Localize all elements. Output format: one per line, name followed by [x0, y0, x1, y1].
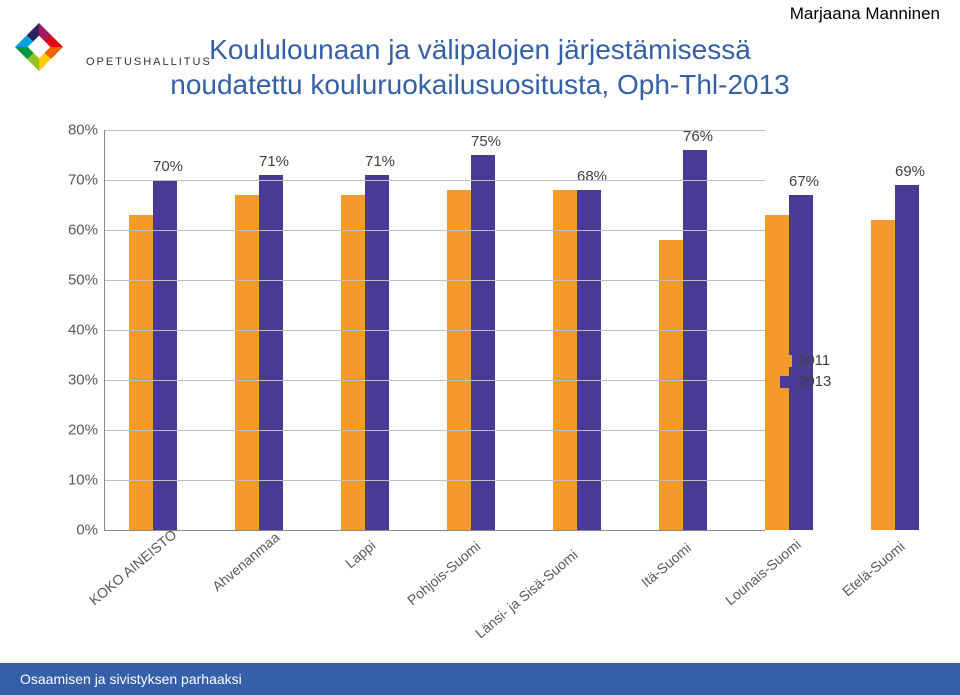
bar: 71% — [365, 175, 389, 530]
x-tick-label: Lounais-Suomi — [722, 536, 804, 608]
x-tick-label: Ahvenanmaa — [209, 529, 282, 594]
x-tick-label: Etelä-Suomi — [839, 538, 908, 599]
bar — [553, 190, 577, 530]
x-tick-label: KOKO AINEISTO — [86, 526, 180, 608]
footer-bar: Osaamisen ja sivistyksen parhaaksi — [0, 663, 960, 695]
legend-swatch — [780, 355, 792, 367]
footer-text: Osaamisen ja sivistyksen parhaaksi — [20, 671, 242, 687]
legend-label: 2013 — [798, 373, 831, 390]
bar — [447, 190, 471, 530]
author-name: Marjaana Manninen — [790, 4, 940, 24]
y-tick-label: 0% — [58, 522, 98, 539]
y-tick-label: 40% — [58, 322, 98, 339]
bar-value-label: 75% — [471, 133, 495, 150]
gridline — [105, 180, 765, 181]
bar — [659, 240, 683, 530]
legend-swatch — [780, 376, 792, 388]
gridline — [105, 130, 765, 131]
y-tick-label: 20% — [58, 422, 98, 439]
y-tick-label: 80% — [58, 122, 98, 139]
legend-item: 2011 — [780, 352, 831, 369]
bar — [871, 220, 895, 530]
y-tick-label: 30% — [58, 372, 98, 389]
bar: 71% — [259, 175, 283, 530]
chart-title-line1: Koululounaan ja välipalojen järjestämise… — [209, 34, 751, 65]
bar: 76% — [683, 150, 707, 530]
bar-value-label: 70% — [153, 158, 177, 175]
y-tick-label: 10% — [58, 472, 98, 489]
y-tick-label: 50% — [58, 272, 98, 289]
gridline — [105, 230, 765, 231]
legend-label: 2011 — [798, 352, 830, 369]
chart-title-line2: noudatettu kouluruokailusuositusta, Oph-… — [170, 69, 790, 100]
chart-title: Koululounaan ja välipalojen järjestämise… — [0, 32, 960, 102]
x-tick-label: Pohjois-Suomi — [404, 538, 483, 608]
bar-value-label: 71% — [259, 153, 283, 170]
bar-value-label: 71% — [365, 153, 389, 170]
gridline — [105, 380, 765, 381]
y-tick-label: 60% — [58, 222, 98, 239]
bar: 69% — [895, 185, 919, 530]
bar-value-label: 69% — [895, 163, 919, 180]
legend-item: 2013 — [780, 373, 831, 390]
bar-value-label: 67% — [789, 173, 813, 190]
gridline — [105, 480, 765, 481]
bar: 70% — [153, 180, 177, 530]
chart-area: 70%71%71%75%68%76%67%69% 20112013 0%10%2… — [58, 130, 858, 575]
gridline — [105, 280, 765, 281]
bar: 75% — [471, 155, 495, 530]
x-tick-label: Länsi- ja Sisä-Suomi — [472, 546, 581, 641]
bar-value-label: 68% — [577, 168, 601, 185]
gridline — [105, 430, 765, 431]
legend: 2011 2013 — [780, 348, 831, 394]
plot-region: 70%71%71%75%68%76%67%69% — [104, 130, 765, 531]
x-tick-label: Itä-Suomi — [638, 539, 694, 590]
gridline — [105, 330, 765, 331]
x-tick-label: Lappi — [342, 537, 379, 571]
y-tick-label: 70% — [58, 172, 98, 189]
bar: 68% — [577, 190, 601, 530]
bar — [129, 215, 153, 530]
